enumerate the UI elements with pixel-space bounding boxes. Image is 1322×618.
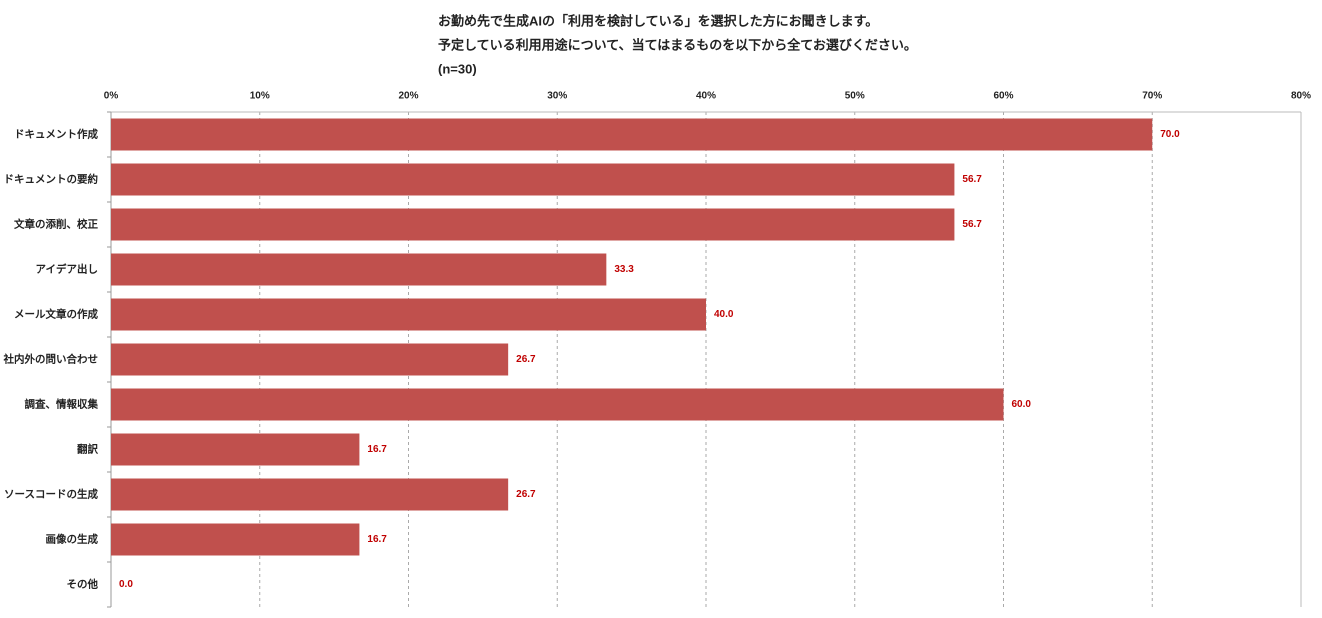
bar bbox=[111, 523, 360, 556]
y-tick-label: 翻訳 bbox=[77, 442, 98, 455]
value-label: 33.3 bbox=[614, 264, 634, 275]
bar bbox=[111, 478, 509, 511]
y-tick-label: 画像の生成 bbox=[46, 532, 99, 545]
x-tick-label: 40% bbox=[696, 91, 716, 102]
bar bbox=[111, 118, 1153, 151]
bar bbox=[111, 163, 955, 196]
value-label: 16.7 bbox=[367, 534, 387, 545]
y-tick-label: メール文章の作成 bbox=[14, 307, 98, 320]
value-label: 26.7 bbox=[516, 489, 536, 500]
x-tick-label: 60% bbox=[993, 91, 1013, 102]
chart-title: お勤め先で生成AIの「利用を検討している」を選択した方にお聞きします。 bbox=[438, 13, 878, 28]
bar bbox=[111, 433, 360, 466]
bar bbox=[111, 388, 1004, 421]
value-label: 56.7 bbox=[962, 219, 982, 230]
chart-title: 予定している利用用途について、当てはまるものを以下から全てお選びください。 bbox=[438, 37, 917, 52]
value-label: 16.7 bbox=[367, 444, 387, 455]
x-tick-label: 70% bbox=[1142, 91, 1162, 102]
y-tick-label: 調査、情報収集 bbox=[25, 397, 99, 410]
y-tick-label: アイデア出し bbox=[36, 262, 98, 275]
x-tick-label: 50% bbox=[845, 91, 865, 102]
bar bbox=[111, 208, 955, 241]
value-label: 0.0 bbox=[119, 579, 133, 590]
y-tick-label: ドキュメント作成 bbox=[14, 127, 98, 140]
y-tick-label: ドキュメントの要約 bbox=[4, 172, 99, 185]
y-tick-label: 文章の添削、校正 bbox=[13, 217, 98, 230]
value-label: 40.0 bbox=[714, 309, 734, 320]
x-tick-label: 10% bbox=[250, 91, 270, 102]
y-tick-label: その他 bbox=[67, 577, 99, 590]
y-tick-label: ソースコードの生成 bbox=[4, 487, 98, 500]
y-tick-label: 社内外の問い合わせ bbox=[3, 352, 99, 365]
x-tick-label: 0% bbox=[104, 91, 119, 102]
x-tick-label: 20% bbox=[398, 91, 418, 102]
value-label: 70.0 bbox=[1160, 129, 1180, 140]
value-label: 26.7 bbox=[516, 354, 536, 365]
value-label: 56.7 bbox=[962, 174, 982, 185]
bar bbox=[111, 253, 607, 286]
bar bbox=[111, 343, 509, 376]
x-tick-label: 80% bbox=[1291, 91, 1311, 102]
chart-title: (n=30) bbox=[438, 61, 477, 76]
value-label: 60.0 bbox=[1012, 399, 1032, 410]
bar bbox=[111, 298, 706, 331]
x-tick-label: 30% bbox=[547, 91, 567, 102]
